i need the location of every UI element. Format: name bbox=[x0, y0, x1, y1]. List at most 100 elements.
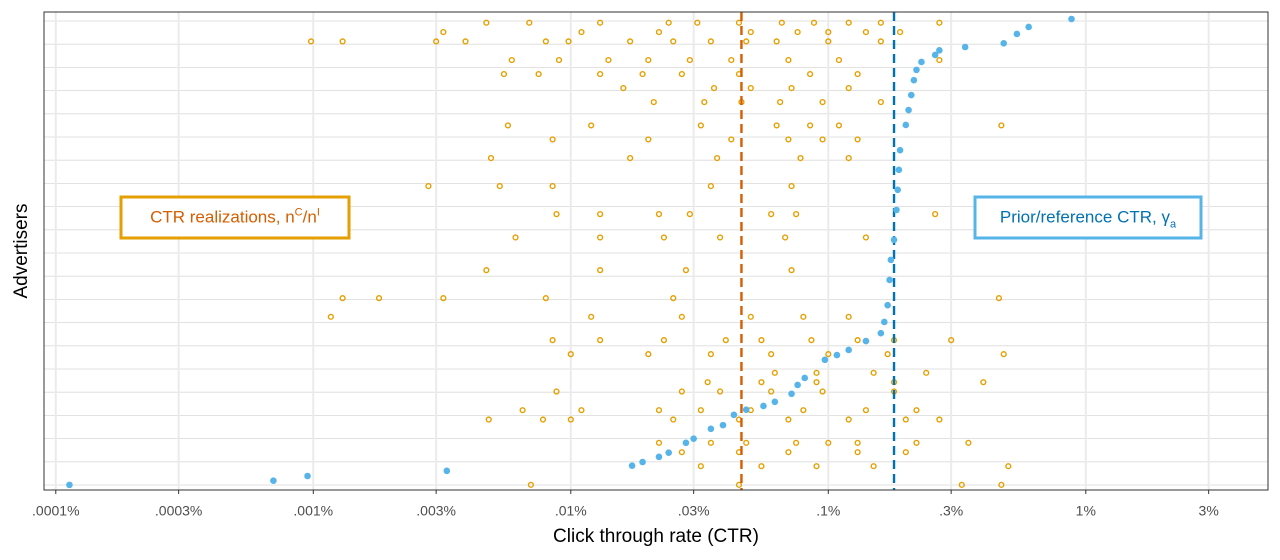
point bbox=[958, 481, 965, 488]
point bbox=[539, 416, 547, 423]
point bbox=[810, 19, 818, 26]
point bbox=[913, 439, 920, 446]
point bbox=[877, 38, 884, 45]
point bbox=[722, 337, 729, 344]
point bbox=[719, 421, 727, 429]
point bbox=[714, 155, 721, 162]
point bbox=[948, 337, 955, 344]
x-axis-title: Click through rate (CTR) bbox=[553, 526, 759, 547]
row-lines bbox=[44, 20, 1268, 486]
point bbox=[877, 98, 884, 106]
point bbox=[728, 136, 735, 143]
point bbox=[936, 19, 943, 26]
point bbox=[913, 66, 920, 74]
point bbox=[707, 425, 715, 433]
point bbox=[785, 416, 792, 423]
point bbox=[825, 351, 832, 358]
point bbox=[854, 449, 861, 456]
point bbox=[747, 84, 754, 92]
point bbox=[893, 206, 900, 214]
point bbox=[813, 463, 820, 470]
point bbox=[588, 122, 595, 129]
point bbox=[375, 295, 383, 302]
point bbox=[597, 337, 604, 344]
point bbox=[887, 256, 895, 264]
point bbox=[660, 234, 668, 241]
point bbox=[788, 267, 795, 274]
point bbox=[819, 388, 826, 395]
point bbox=[870, 369, 877, 376]
point bbox=[777, 98, 784, 106]
point bbox=[825, 38, 832, 45]
annotation-box bbox=[973, 195, 1203, 240]
x-tick-label: .3% bbox=[939, 503, 963, 519]
point bbox=[512, 234, 519, 241]
point bbox=[896, 28, 904, 36]
point bbox=[678, 313, 685, 320]
point bbox=[605, 56, 612, 64]
point bbox=[549, 337, 556, 344]
point bbox=[665, 19, 672, 26]
point bbox=[788, 84, 795, 92]
point bbox=[66, 481, 73, 489]
point bbox=[845, 346, 852, 354]
point bbox=[965, 439, 972, 446]
point bbox=[1005, 463, 1012, 470]
point bbox=[998, 481, 1005, 488]
annotation-part: Prior/reference CTR, γ bbox=[1000, 208, 1171, 227]
point bbox=[707, 439, 714, 446]
point bbox=[862, 337, 870, 345]
point bbox=[650, 98, 657, 106]
point bbox=[961, 43, 969, 51]
point bbox=[932, 211, 939, 218]
annotation: CTR realizations, nC/nI bbox=[150, 206, 320, 227]
point bbox=[800, 313, 807, 320]
point bbox=[553, 388, 560, 395]
point bbox=[801, 374, 809, 382]
point bbox=[862, 407, 870, 414]
point bbox=[808, 337, 815, 344]
point bbox=[487, 155, 495, 162]
point bbox=[665, 449, 672, 456]
point bbox=[728, 56, 735, 64]
point bbox=[639, 70, 646, 78]
point bbox=[339, 38, 346, 45]
x-tick-label: .003% bbox=[416, 503, 456, 519]
point bbox=[483, 267, 490, 274]
point bbox=[884, 351, 891, 358]
point bbox=[910, 76, 918, 84]
point bbox=[819, 98, 826, 106]
annotation-part: /n bbox=[303, 208, 317, 227]
point bbox=[655, 407, 663, 414]
point bbox=[835, 122, 843, 129]
point bbox=[660, 337, 668, 344]
point bbox=[902, 449, 909, 456]
point bbox=[902, 416, 909, 423]
point bbox=[825, 439, 832, 446]
point bbox=[825, 28, 832, 36]
point bbox=[880, 318, 888, 326]
point bbox=[758, 379, 765, 386]
point bbox=[1025, 23, 1032, 31]
point bbox=[707, 38, 714, 45]
point bbox=[542, 38, 549, 45]
point bbox=[549, 136, 556, 143]
point bbox=[785, 449, 792, 456]
point bbox=[645, 56, 652, 64]
point bbox=[597, 19, 604, 26]
point bbox=[567, 416, 574, 423]
point bbox=[758, 463, 765, 470]
point bbox=[682, 439, 690, 447]
point bbox=[870, 463, 877, 470]
point bbox=[998, 122, 1005, 129]
point bbox=[907, 91, 915, 99]
point bbox=[597, 70, 604, 78]
point bbox=[902, 121, 910, 129]
point bbox=[793, 439, 800, 446]
point bbox=[793, 211, 800, 218]
point bbox=[670, 38, 677, 45]
point bbox=[797, 155, 804, 162]
point bbox=[819, 136, 826, 143]
point bbox=[743, 439, 750, 446]
point bbox=[682, 267, 690, 274]
